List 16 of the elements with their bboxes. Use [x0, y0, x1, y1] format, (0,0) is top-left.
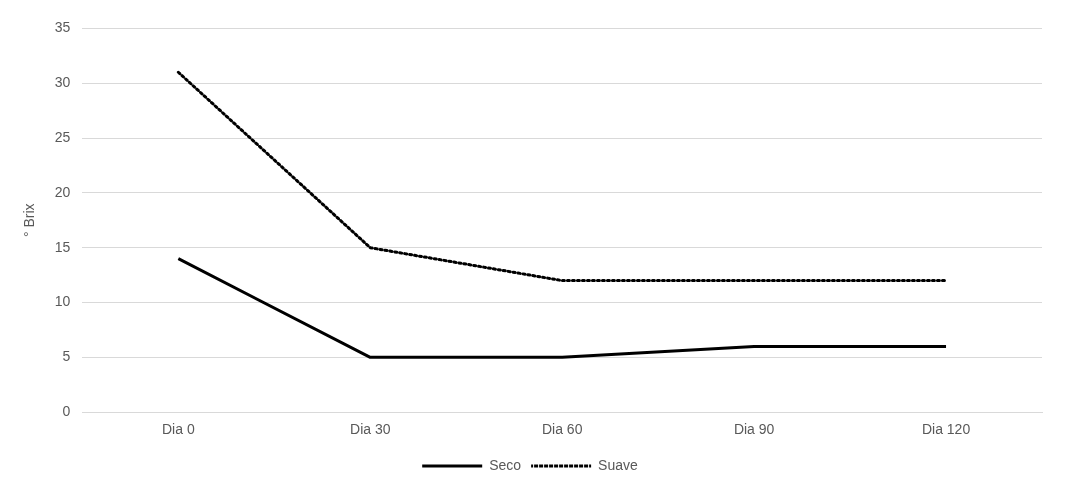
x-tick-label: Dia 120	[921, 421, 971, 438]
y-tick-label: 0	[62, 403, 71, 420]
y-tick-label: 35	[54, 19, 71, 36]
y-tick-label: 30	[54, 74, 71, 91]
y-axis-title: ° Brix	[21, 203, 38, 238]
x-tick-label: Dia 90	[733, 421, 775, 438]
legend-label: Seco	[489, 456, 522, 473]
y-tick-label: 20	[54, 183, 71, 200]
y-tick-label: 5	[62, 348, 71, 365]
x-tick-label: Dia 0	[161, 421, 195, 438]
y-tick-label: 15	[54, 238, 71, 255]
legend-label: Suave	[598, 456, 639, 473]
x-tick-label: Dia 30	[350, 421, 391, 438]
x-tick-label: Dia 60	[541, 421, 583, 438]
y-tick-label: 10	[54, 293, 71, 310]
y-tick-label: 25	[54, 128, 71, 145]
